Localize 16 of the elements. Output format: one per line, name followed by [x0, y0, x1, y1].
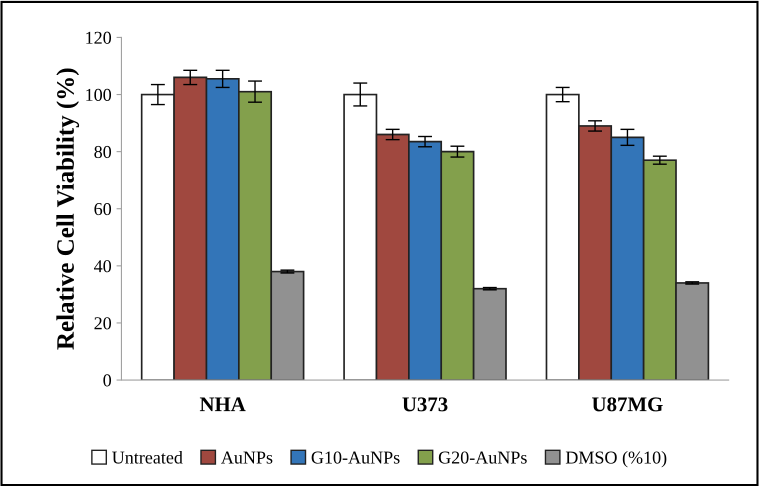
- y-tick-label: 120: [86, 32, 112, 44]
- y-tick-label: 0: [103, 374, 112, 386]
- legend-label: AuNPs: [221, 452, 272, 464]
- legend-label: G10-AuNPs: [312, 451, 400, 464]
- y-tick-label: 20: [94, 317, 112, 330]
- y-tick-label: 60: [94, 202, 112, 216]
- x-tick-label: U373: [402, 397, 448, 412]
- y-tick-label: 40: [94, 260, 112, 272]
- x-tick-label: U87MG: [592, 397, 663, 412]
- legend-label: G20-AuNPs: [438, 451, 527, 464]
- legend-label: DMSO (%10): [566, 450, 666, 468]
- y-axis-title: Relative Cell Viability (%): [56, 68, 80, 350]
- legend-label: Untreated: [112, 450, 183, 464]
- y-tick-label: 100: [86, 88, 112, 101]
- y-tick-label: 80: [94, 146, 112, 158]
- x-tick-label: NHA: [200, 397, 246, 412]
